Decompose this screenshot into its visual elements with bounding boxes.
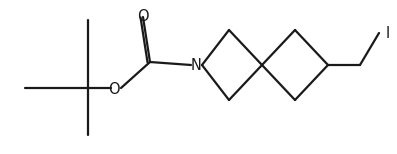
Text: O: O	[108, 81, 120, 97]
Text: O: O	[137, 8, 149, 24]
Text: I: I	[386, 26, 390, 41]
Text: N: N	[191, 57, 201, 73]
